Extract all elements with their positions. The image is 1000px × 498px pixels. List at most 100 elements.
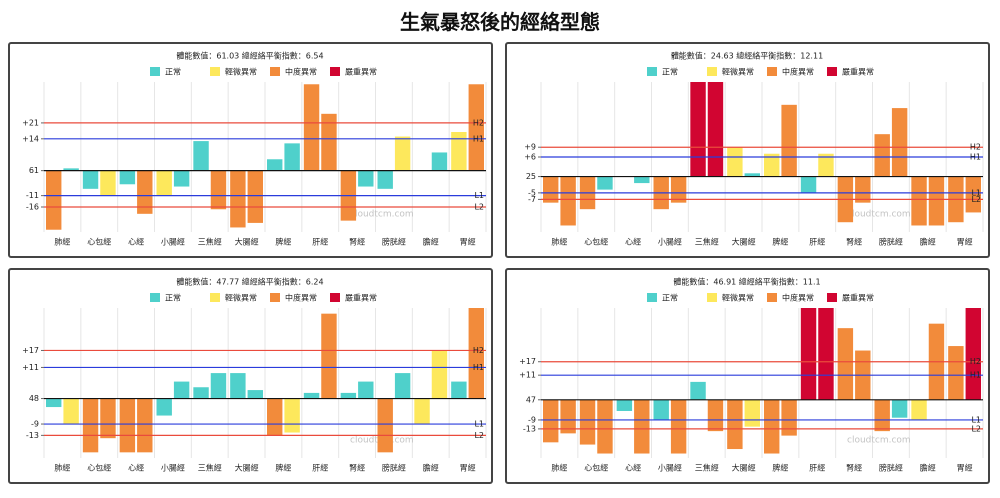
legend-swatch [210, 293, 220, 302]
bar [727, 399, 743, 450]
reference-label: L2 [971, 195, 981, 204]
bar [965, 308, 981, 400]
x-tick-label: 脾經 [275, 463, 291, 473]
panel: 體能數值：46.91 總經絡平衡指數：11.1 正常 輕微異常 中度異常 嚴重異常 clo… [505, 268, 990, 484]
legend-label: 正常 [165, 68, 181, 77]
y-tick-label: +11 [519, 371, 536, 380]
reference-label: H1 [473, 134, 484, 143]
bar [46, 170, 62, 230]
bar [303, 392, 320, 399]
bar [800, 308, 817, 400]
x-tick-label: 脾經 [275, 237, 291, 247]
x-tick-label: 小腸經 [161, 237, 185, 247]
legend-label: 輕微異常 [722, 67, 754, 77]
x-tick-label: 心經 [625, 463, 641, 473]
bar [707, 399, 724, 432]
legend-label: 嚴重異常 [842, 293, 874, 303]
x-tick-label: 膽經 [423, 237, 439, 247]
y-tick-label: -9 [31, 420, 39, 429]
x-tick-label: 肝經 [312, 463, 328, 473]
bar [911, 176, 927, 226]
bar [46, 398, 62, 408]
bar [210, 170, 227, 210]
bar [579, 399, 596, 445]
chart: 體能數值：46.91 總經絡平衡指數：11.1 正常 輕微異常 中度異常 嚴重異常 clo… [519, 277, 984, 473]
bar [267, 398, 283, 436]
x-tick-label: 脾經 [772, 463, 788, 473]
bar [451, 132, 467, 171]
panel: 體能數值：24.63 總經絡平衡指數：12.11 正常 輕微異常 中度異常 嚴重異常 cl… [505, 42, 990, 258]
x-tick-label: 肺經 [54, 237, 70, 247]
legend-swatch [707, 293, 717, 302]
x-tick-label: 胃經 [957, 237, 973, 247]
reference-label: H2 [473, 346, 484, 355]
reference-label: L2 [474, 431, 484, 440]
y-tick-label: -16 [26, 203, 39, 212]
y-tick-label: -9 [528, 415, 536, 424]
y-tick-label: 47 [526, 395, 536, 404]
x-tick-label: 心包經 [87, 463, 111, 473]
bar [137, 398, 153, 453]
x-tick-label: 膽經 [920, 463, 936, 473]
subtitle: 體能數值：61.03 總經絡平衡指數：6.54 [176, 51, 323, 61]
bar [230, 170, 246, 228]
x-tick-label: 三焦經 [198, 237, 222, 247]
bar [764, 399, 780, 454]
bar [468, 308, 484, 399]
legend-label: 輕微異常 [722, 293, 754, 303]
bar [358, 170, 374, 187]
x-tick-label: 膽經 [920, 237, 936, 247]
watermark: cloudtcm.com [847, 436, 911, 446]
reference-label: L2 [971, 424, 981, 433]
x-tick-label: 腎經 [349, 463, 365, 473]
x-tick-label: 三焦經 [695, 237, 719, 247]
bar [303, 84, 320, 171]
watermark: cloudtcm.com [847, 210, 911, 220]
legend-label: 嚴重異常 [345, 293, 377, 303]
legend-swatch [150, 67, 160, 76]
reference-label: L1 [971, 415, 981, 424]
bar [965, 176, 981, 213]
bar [855, 176, 871, 203]
legend-swatch [767, 67, 777, 76]
reference-label: H2 [473, 118, 484, 127]
bar [597, 176, 613, 190]
bar [247, 390, 263, 399]
legend-label: 中度異常 [285, 293, 317, 303]
bar [431, 350, 448, 399]
bar [948, 346, 964, 400]
reference-label: H1 [970, 371, 981, 380]
bar [173, 170, 190, 187]
bar [247, 170, 263, 223]
bar [837, 328, 854, 400]
x-tick-label: 心經 [128, 237, 144, 247]
x-tick-label: 膽經 [423, 463, 439, 473]
bar [653, 399, 669, 420]
bar [63, 168, 79, 171]
bar [616, 399, 633, 411]
panel: 體能數值：47.77 總經絡平衡指數：6.24正常輕微異常中度異常嚴重異常clo… [8, 268, 493, 484]
y-tick-label: -13 [26, 431, 39, 440]
bar [874, 134, 890, 177]
reference-label: L1 [474, 191, 484, 200]
legend-swatch [827, 293, 837, 302]
bar [267, 159, 283, 171]
legend-swatch [330, 67, 340, 76]
page-title: 生氣暴怒後的經絡型態 [400, 10, 600, 34]
legend-swatch [767, 293, 777, 302]
bar [874, 399, 890, 432]
x-tick-label: 胃經 [460, 463, 476, 473]
bar [63, 398, 79, 425]
y-tick-label: -7 [528, 195, 536, 204]
x-tick-label: 心包經 [584, 463, 608, 473]
x-tick-label: 胃經 [957, 463, 973, 473]
legend-swatch [647, 67, 657, 76]
subtitle: 體能數值：24.63 總經絡平衡指數：12.11 [671, 51, 823, 61]
bar [377, 398, 393, 453]
bar [634, 399, 650, 454]
legend-swatch [827, 67, 837, 76]
bar [451, 381, 467, 399]
bar [781, 104, 797, 177]
legend-label: 中度異常 [782, 293, 814, 303]
